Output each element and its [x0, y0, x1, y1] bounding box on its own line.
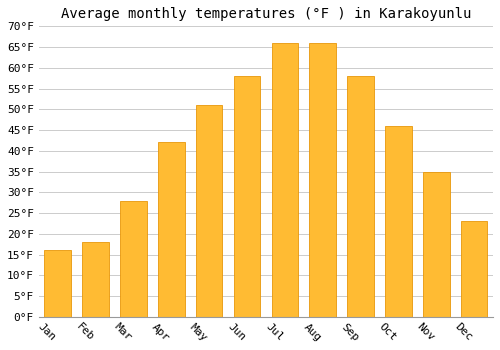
Title: Average monthly temperatures (°F ) in Karakoyunlu: Average monthly temperatures (°F ) in Ka… [60, 7, 471, 21]
Bar [272, 43, 298, 317]
Bar [385, 126, 411, 317]
Bar [120, 201, 146, 317]
Bar [44, 250, 71, 317]
Bar [461, 221, 487, 317]
Bar [310, 43, 336, 317]
Bar [196, 105, 222, 317]
Bar [158, 142, 184, 317]
Bar [423, 172, 450, 317]
Bar [234, 76, 260, 317]
Bar [82, 242, 109, 317]
Bar [348, 76, 374, 317]
